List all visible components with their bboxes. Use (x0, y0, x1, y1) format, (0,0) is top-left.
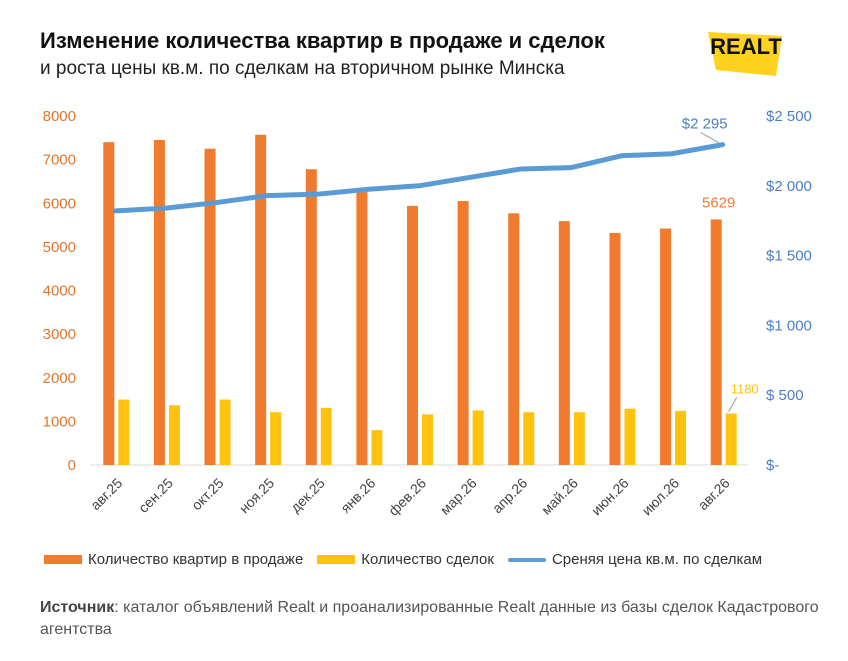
right-tick-label: $2 000 (766, 178, 812, 195)
x-tick-label: янв.26 (337, 475, 378, 516)
chart-subtitle: и роста цены кв.м. по сделкам на вторичн… (40, 58, 565, 79)
legend-label-price: Среняя цена кв.м. по сделкам (551, 551, 763, 568)
bar-deals (219, 399, 231, 465)
legend-label-listings: Количество квартир в продаже (88, 551, 304, 568)
x-tick-label: авг.26 (695, 475, 733, 513)
left-tick-label: 8000 (43, 108, 76, 125)
source-text: : каталог объявлений Realt и проанализир… (40, 599, 819, 638)
price-line (112, 142, 726, 214)
left-tick-label: 0 (68, 457, 76, 474)
x-axis-labels: авг.25 сен.25 окт.25 ноя.25 дек.25 янв.26 фев.… (87, 475, 733, 519)
legend-swatch-deals (317, 555, 356, 564)
bar-listings (660, 228, 672, 465)
right-tick-label: $- (766, 457, 779, 474)
bar-listings (255, 134, 267, 466)
left-tick-label: 2000 (43, 370, 76, 387)
bar-listings (204, 148, 216, 465)
x-tick-label: ноя.25 (236, 475, 278, 517)
right-tick-label: $ 500 (766, 387, 804, 404)
left-tick-label: 1000 (43, 413, 76, 430)
x-tick-label: окт.25 (188, 475, 227, 514)
bar-listings (103, 142, 115, 466)
realt-logo: REALT (708, 32, 782, 76)
bar-listings (153, 139, 165, 465)
source-note: Источник: каталог объявлений Realt и про… (40, 597, 820, 641)
price-line-group (112, 142, 726, 214)
bar-deals (523, 412, 535, 465)
bar-deals (371, 430, 383, 465)
right-tick-label: $1 500 (766, 248, 812, 265)
x-tick-label: авг.25 (87, 475, 125, 513)
bar-listings (508, 213, 520, 465)
x-tick-label: сен.25 (135, 475, 176, 516)
x-tick-label: мар.26 (437, 475, 480, 518)
listings-bars (103, 134, 722, 466)
x-tick-label: дек.25 (287, 475, 328, 516)
bar-listings (305, 169, 317, 465)
bar-listings (407, 205, 418, 465)
right-tick-label: $2 500 (766, 108, 812, 125)
left-tick-label: 5000 (43, 239, 76, 256)
bar-deals (573, 412, 585, 465)
bar-deals (270, 412, 282, 465)
data-labels: 5629 1180 $2 295 (682, 116, 759, 412)
bar-listings (609, 232, 621, 465)
bar-listings (457, 201, 469, 465)
x-tick-label: апр.26 (489, 475, 531, 517)
legend-swatch-price (507, 557, 546, 562)
left-tick-label: 3000 (43, 326, 76, 343)
source-label: Источник (40, 599, 115, 616)
legend-label-deals: Количество сделок (361, 551, 494, 568)
bar-deals (624, 408, 636, 465)
data-label-deals: 1180 (731, 382, 759, 397)
logo-text: REALT (710, 34, 782, 59)
bar-deals (725, 413, 737, 465)
x-tick-label: июл.26 (639, 475, 683, 519)
chart-title: Изменение количества квартир в продаже и… (40, 28, 605, 53)
legend-item-deals: Количество сделок (317, 551, 494, 568)
left-tick-label: 7000 (43, 152, 76, 169)
legend: Количество квартир в продаже Количество … (44, 551, 776, 568)
bar-deals (168, 405, 180, 465)
logo-yellow-shape (708, 32, 782, 76)
bar-deals (118, 399, 130, 465)
left-tick-label: 4000 (43, 283, 76, 300)
right-tick-label: $1 000 (766, 317, 812, 334)
data-label-deals-leader (728, 397, 738, 412)
left-tick-label: 6000 (43, 195, 76, 212)
x-tick-label: июн.26 (588, 475, 632, 519)
bar-deals (472, 410, 484, 465)
bar-deals (422, 414, 433, 465)
x-tick-label: фев.26 (385, 475, 429, 519)
bar-listings (710, 219, 722, 465)
data-label-price: $2 295 (682, 116, 728, 133)
data-label-listings: 5629 (702, 194, 735, 211)
bar-deals (320, 407, 332, 465)
right-axis: $- $ 500 $1 000 $1 500 $2 000 $2 500 (766, 108, 812, 474)
deals-bars (118, 399, 737, 465)
legend-swatch-listings (44, 555, 82, 564)
data-label-price-leader (700, 132, 719, 144)
x-tick-label: май.26 (538, 475, 581, 518)
legend-item-price: Среняя цена кв.м. по сделкам (507, 551, 763, 568)
bar-deals (675, 410, 687, 465)
bar-listings (558, 221, 570, 465)
left-axis: 0 1000 2000 3000 4000 5000 6000 7000 8000 (43, 108, 76, 474)
legend-item-listings: Количество квартир в продаже (44, 551, 303, 568)
bar-listings (356, 190, 368, 465)
